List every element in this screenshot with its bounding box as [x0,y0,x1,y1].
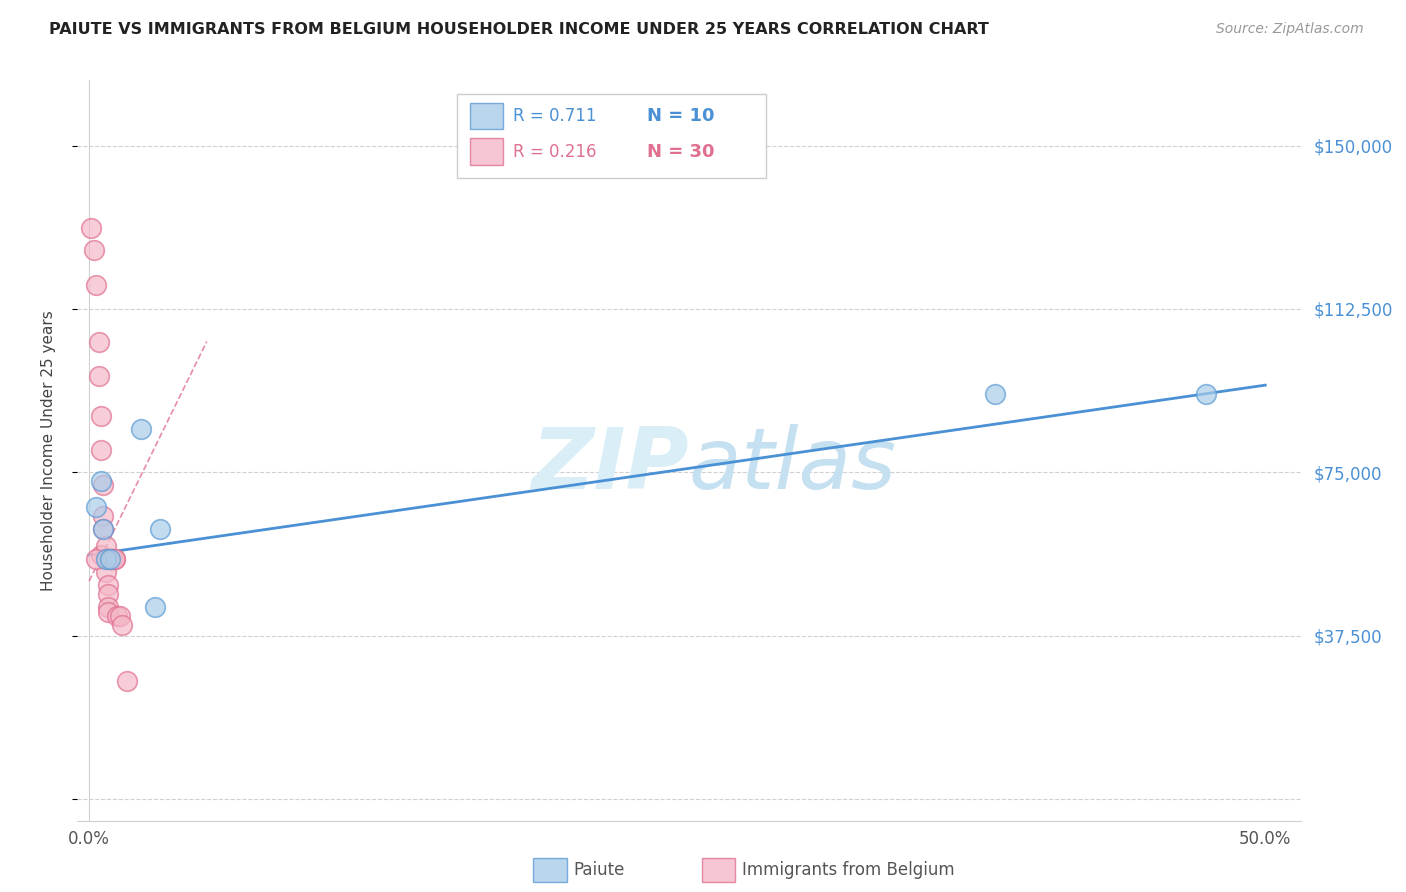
Point [97,600,120,615]
Y-axis label: Householder Income Under 25 years: Householder Income Under 25 years [42,310,56,591]
Point [115,674,138,689]
Point [90,474,112,488]
Point [90,443,112,458]
Point [984,387,1007,401]
Point [84,277,107,292]
Point [104,552,127,566]
Text: ZIP: ZIP [531,424,689,507]
Point [143,600,166,615]
Point [87,334,110,349]
Text: N = 10: N = 10 [647,107,714,125]
Point [97,578,120,592]
Point [108,609,131,624]
Point [84,552,107,566]
Point [91,522,114,536]
Point [98,552,121,566]
Point [94,552,117,566]
Point [90,409,112,423]
Point [98,552,121,566]
Point [97,587,120,601]
Text: atlas: atlas [689,424,897,507]
Text: R = 0.216: R = 0.216 [513,143,596,161]
Point [98,552,121,566]
Point [83,243,105,257]
Point [105,609,128,624]
Point [97,605,120,619]
Text: R = 0.711: R = 0.711 [513,107,596,125]
Point [91,508,114,523]
Point [129,422,152,436]
Point [111,617,134,632]
Point [91,478,114,492]
Point [94,566,117,580]
Point [94,539,117,553]
Point [90,548,112,562]
Text: N = 30: N = 30 [647,143,714,161]
Point [80,221,103,235]
Point [1195,387,1218,401]
Text: Immigrants from Belgium: Immigrants from Belgium [742,861,955,879]
Point [149,522,172,536]
Point [101,552,124,566]
Point [84,500,107,514]
Text: Paiute: Paiute [574,861,626,879]
Point [91,522,114,536]
Point [87,369,110,384]
Text: PAIUTE VS IMMIGRANTS FROM BELGIUM HOUSEHOLDER INCOME UNDER 25 YEARS CORRELATION : PAIUTE VS IMMIGRANTS FROM BELGIUM HOUSEH… [49,22,988,37]
Point [101,552,124,566]
Point [104,552,127,566]
Point [98,552,121,566]
Text: Source: ZipAtlas.com: Source: ZipAtlas.com [1216,22,1364,37]
Point [94,552,117,566]
